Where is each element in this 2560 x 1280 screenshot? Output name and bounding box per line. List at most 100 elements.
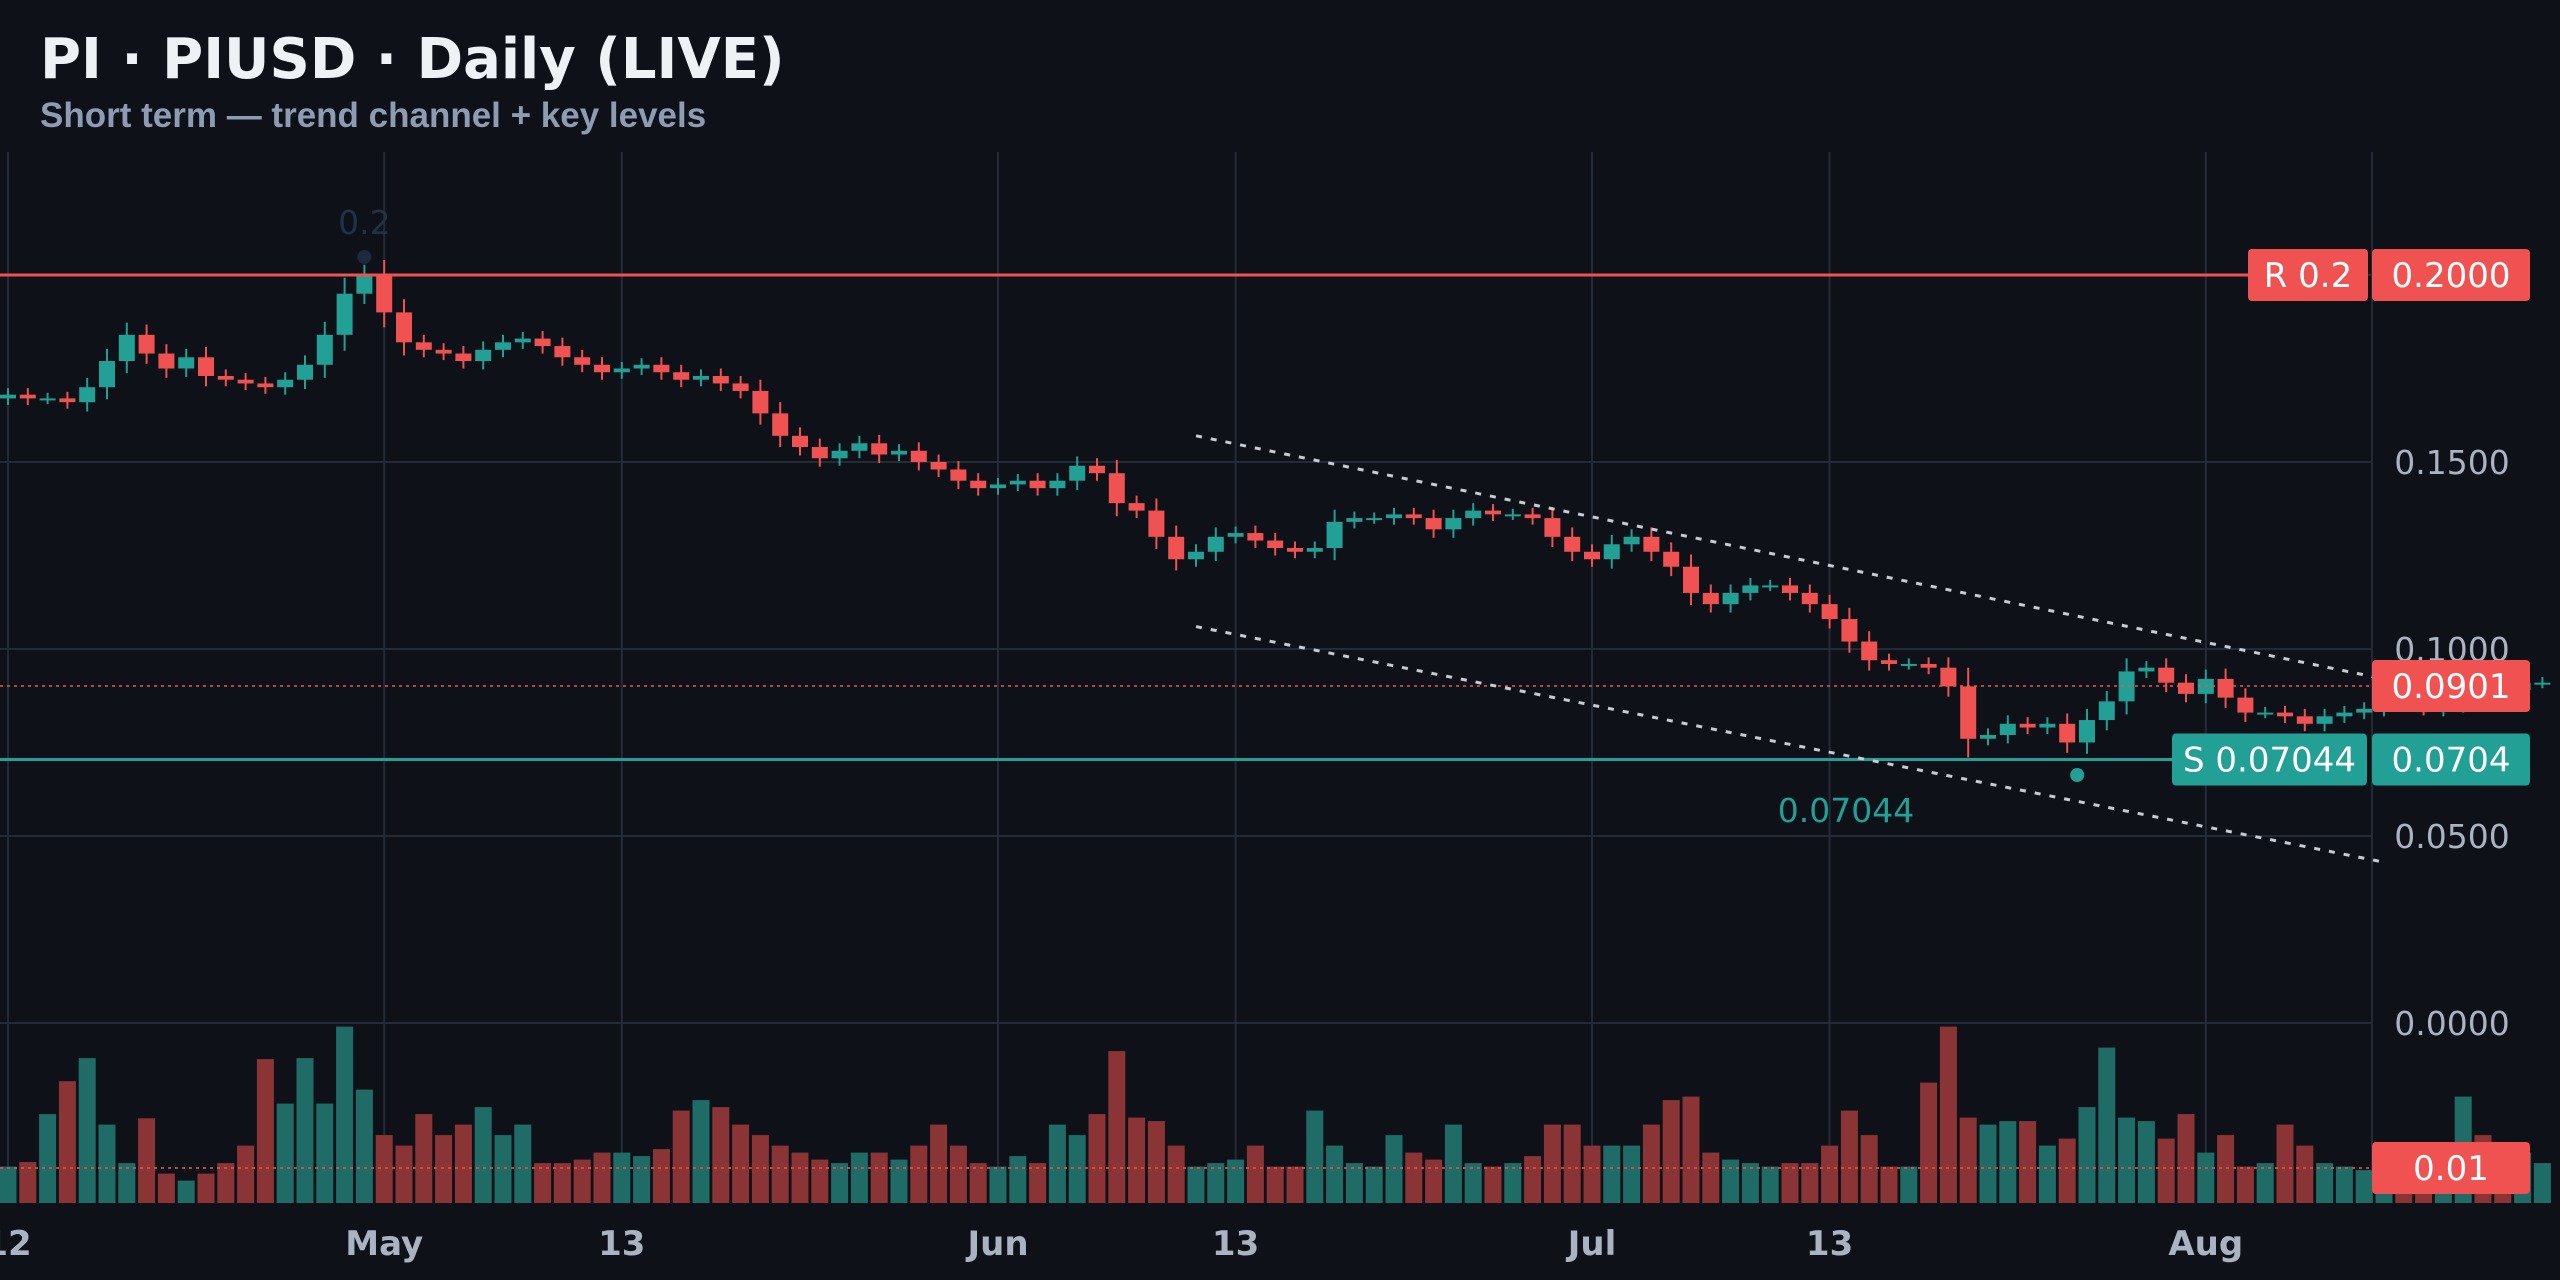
price-tick-label: 0.1500 bbox=[2394, 443, 2509, 482]
candle-body bbox=[257, 383, 274, 388]
candle-body bbox=[217, 375, 234, 380]
candle-body bbox=[594, 364, 610, 373]
volume-bar bbox=[157, 1173, 175, 1203]
volume-bar bbox=[633, 1156, 651, 1203]
resistance-price-tag-text: 0.2000 bbox=[2392, 256, 2511, 296]
date-tick-label: May bbox=[345, 1224, 423, 1264]
volume-bar bbox=[1880, 1166, 1898, 1203]
candle-body bbox=[990, 484, 1006, 489]
volume-bar bbox=[969, 1163, 987, 1203]
volume-bar bbox=[1088, 1114, 1106, 1203]
candle-body bbox=[1881, 660, 1897, 664]
volume-bar bbox=[98, 1124, 116, 1203]
candle-body bbox=[1722, 592, 1739, 605]
channel-lower-line bbox=[1195, 625, 2385, 864]
volume-bar bbox=[1167, 1145, 1185, 1203]
volume-bar bbox=[1326, 1145, 1344, 1203]
candle-body bbox=[1346, 518, 1363, 522]
candle-body bbox=[693, 375, 709, 380]
volume-bar bbox=[375, 1135, 393, 1203]
candle-body bbox=[613, 368, 630, 373]
candle-body bbox=[1584, 551, 1600, 560]
volume-bar bbox=[652, 1149, 670, 1203]
candle-body bbox=[1841, 619, 1858, 642]
candle-body bbox=[415, 342, 432, 350]
candle-body bbox=[1762, 585, 1779, 588]
volume-bar bbox=[2137, 1121, 2155, 1203]
volume-bar bbox=[118, 1163, 136, 1203]
date-tick-label: 13 bbox=[1806, 1224, 1853, 1264]
price-tick-label: 0.0500 bbox=[2394, 817, 2509, 856]
volume-bar bbox=[791, 1152, 809, 1203]
volume-bar bbox=[177, 1180, 195, 1203]
volume-bar bbox=[39, 1114, 57, 1203]
candle-body bbox=[455, 353, 472, 362]
chart-grid bbox=[0, 152, 2373, 1203]
volume-bar bbox=[831, 1163, 849, 1203]
volume-bar bbox=[1444, 1124, 1462, 1203]
volume-bar bbox=[1504, 1163, 1522, 1203]
volume-bar bbox=[712, 1107, 730, 1203]
volume-bar bbox=[930, 1124, 948, 1203]
candle-body bbox=[871, 443, 888, 455]
candle-body bbox=[118, 334, 135, 362]
volume-bar bbox=[1246, 1145, 1264, 1203]
current-price-tag-bg bbox=[2372, 660, 2530, 713]
candle-body bbox=[39, 398, 56, 401]
volume-bar bbox=[514, 1124, 532, 1203]
chart-subtitle: Short term — trend channel + key levels bbox=[40, 96, 707, 135]
volume-bar bbox=[1702, 1152, 1720, 1203]
volume-bar bbox=[2533, 1163, 2551, 1203]
volume-bar bbox=[2019, 1121, 2037, 1203]
volume-bar bbox=[2256, 1163, 2274, 1203]
support-label-tag-bg bbox=[2172, 733, 2367, 786]
candle-body bbox=[792, 435, 808, 448]
support-price-tag-text: 0.0704 bbox=[2392, 741, 2511, 781]
volume-bar bbox=[1464, 1163, 1482, 1203]
resistance-price-tag-bg bbox=[2372, 249, 2530, 301]
candle-body bbox=[1029, 480, 1046, 489]
candle-body bbox=[59, 398, 76, 403]
candle-body bbox=[1247, 533, 1264, 541]
candle-body bbox=[1603, 544, 1620, 560]
volume-bar bbox=[1207, 1163, 1225, 1203]
candle-body bbox=[1544, 518, 1561, 537]
volume-bar bbox=[474, 1107, 492, 1203]
candle-body bbox=[811, 447, 828, 459]
volume-bars bbox=[0, 1026, 2551, 1203]
volume-bar bbox=[1563, 1124, 1581, 1203]
candle-body bbox=[2356, 708, 2373, 713]
candle-body bbox=[752, 390, 769, 414]
volume-bar bbox=[1979, 1124, 1997, 1203]
candle-body bbox=[277, 379, 294, 388]
candle-body bbox=[297, 364, 313, 380]
volume-bar bbox=[1524, 1156, 1542, 1203]
candle-body bbox=[2534, 682, 2551, 685]
candle-body bbox=[2237, 697, 2254, 713]
candle-body bbox=[2178, 682, 2194, 694]
candle-body bbox=[1227, 533, 1244, 537]
candle-body bbox=[1980, 735, 1996, 739]
volume-bar bbox=[1029, 1163, 1047, 1203]
volume-bar bbox=[1425, 1159, 1443, 1203]
volume-bar bbox=[217, 1163, 235, 1203]
volume-bar bbox=[78, 1058, 96, 1203]
volume-bar bbox=[336, 1026, 354, 1203]
candle-body bbox=[1207, 536, 1224, 552]
volume-bar bbox=[1722, 1159, 1740, 1203]
candle-body bbox=[851, 443, 868, 451]
candle-body bbox=[1861, 641, 1878, 661]
volume-bar bbox=[1266, 1166, 1284, 1203]
candle-body bbox=[1287, 548, 1303, 552]
candle-body bbox=[950, 469, 967, 481]
candle-body bbox=[356, 275, 373, 294]
candle-body bbox=[79, 387, 96, 403]
volume-bar bbox=[870, 1152, 888, 1203]
volume-bar bbox=[2316, 1163, 2334, 1203]
volume-bar bbox=[593, 1152, 611, 1203]
volume-bar bbox=[613, 1152, 631, 1203]
candle-body bbox=[1485, 510, 1501, 515]
candle-body bbox=[435, 349, 452, 354]
candle-body bbox=[1623, 536, 1640, 545]
